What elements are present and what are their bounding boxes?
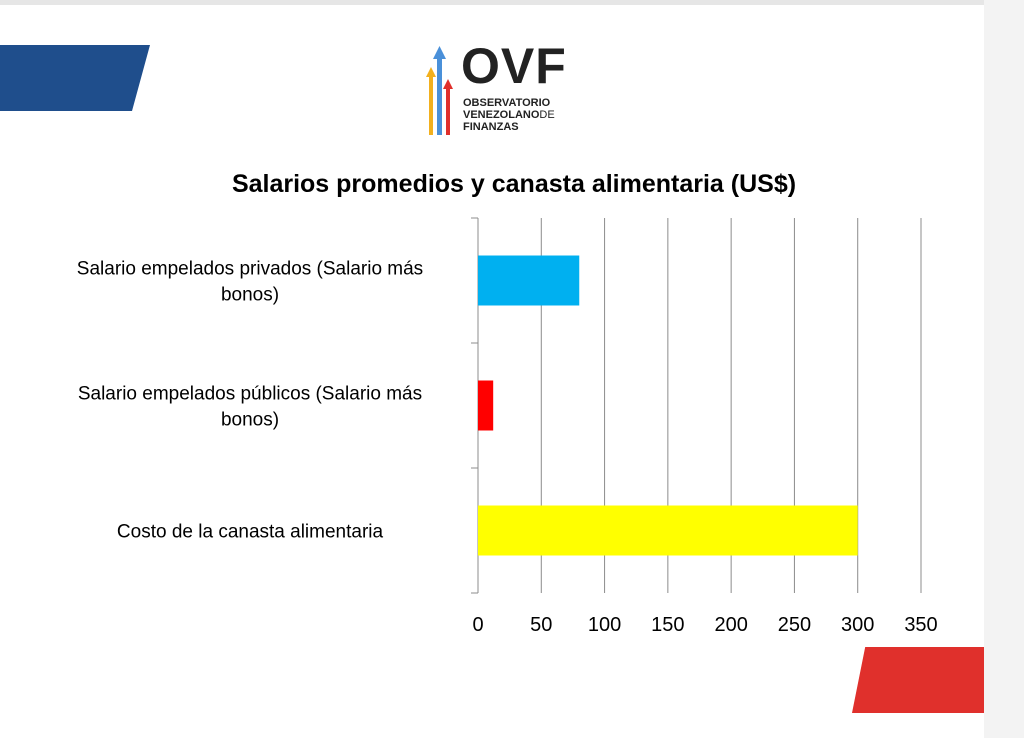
category-label-2: Costo de la canasta alimentaria <box>117 522 384 543</box>
x-tick-label-4: 200 <box>714 614 747 636</box>
logo-line-2-de: DE <box>539 109 555 121</box>
top-strip <box>0 0 1024 5</box>
logo-subtitle: OBSERVATORIO VENEZOLANODE FINANZAS <box>463 97 555 133</box>
logo-line-1: OBSERVATORIO <box>463 97 551 109</box>
x-tick-label-6: 300 <box>841 614 874 636</box>
salaries-bar-chart: Salarios promedios y canasta alimentaria… <box>77 170 938 636</box>
red-stripe-decoration <box>852 647 984 713</box>
ovf-logo: OVF OBSERVATORIO VENEZOLANODE FINANZAS <box>425 41 595 140</box>
x-tick-label-5: 250 <box>778 614 811 636</box>
bar-0 <box>478 255 580 306</box>
x-tick-label-2: 100 <box>588 614 621 636</box>
x-tick-label-1: 50 <box>530 614 552 636</box>
x-tick-label-3: 150 <box>651 614 684 636</box>
x-tick-label-0: 0 <box>472 614 483 636</box>
category-label-1: Salario empelados públicos (Salario más b… <box>78 384 422 431</box>
x-tick-label-7: 350 <box>904 614 937 636</box>
category-label-0-line-0: Salario empelados privados (Salario más <box>77 259 423 280</box>
bar-2 <box>478 505 858 556</box>
right-margin <box>984 0 1024 738</box>
logo-line-2: VENEZOLANO <box>463 109 540 121</box>
category-label-1-line-1: bonos) <box>221 410 279 431</box>
arrows-logo-icon <box>426 46 453 135</box>
blue-stripe-decoration <box>0 45 150 111</box>
bar-1 <box>478 380 494 431</box>
category-label-2-line-0: Costo de la canasta alimentaria <box>117 522 384 543</box>
category-label-0: Salario empelados privados (Salario más b… <box>77 259 423 306</box>
category-label-0-line-1: bonos) <box>221 285 279 306</box>
logo-line-3: FINANZAS <box>463 121 519 133</box>
slide: OVF OBSERVATORIO VENEZOLANODE FINANZAS S… <box>0 5 984 738</box>
chart-title: Salarios promedios y canasta alimentaria… <box>232 170 796 198</box>
logo-title: OVF <box>461 38 567 94</box>
category-label-1-line-0: Salario empelados públicos (Salario más <box>78 384 422 405</box>
